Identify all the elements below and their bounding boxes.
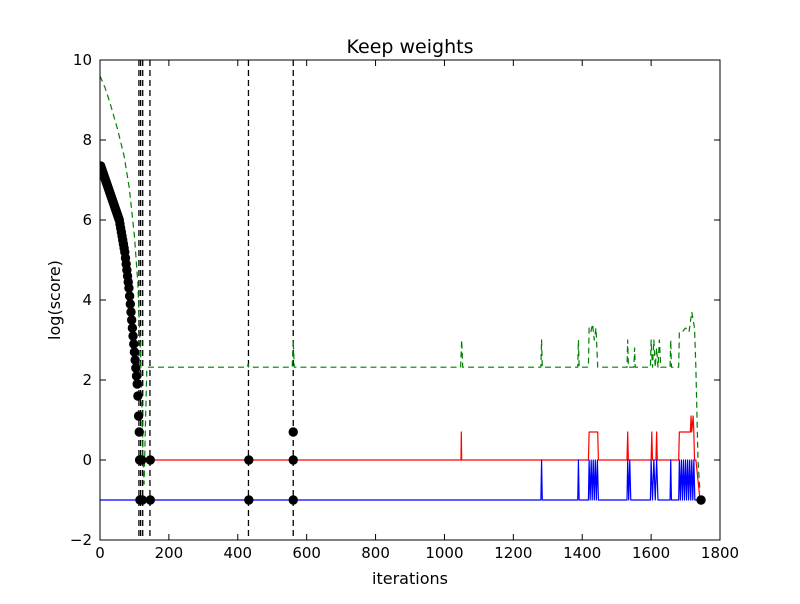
x-tick-label: 0 [95,544,105,562]
y-tick-label: 10 [73,51,92,69]
marker-point-60 [136,455,147,465]
marker-point-48 [128,331,138,341]
plot-area [100,60,706,540]
y-tick-label: 8 [82,131,92,149]
marker-point-54 [132,379,142,389]
marker-point-42 [124,283,134,293]
y-tick-label: 6 [82,211,92,229]
axes: 0 200 400 600 800 1000 1200 1400 1600 1800−202468… [70,51,739,562]
marker-point-44 [125,299,136,309]
marker-point-45 [126,307,136,317]
marker-point-69 [696,495,706,505]
marker-point-49 [129,339,139,349]
chart-title: Keep weights [347,36,474,58]
marker-point-63 [145,495,155,505]
y-axis-label: log(score) [45,260,64,340]
marker-point-62 [145,455,155,465]
marker-point-61 [137,495,148,505]
series-line-3 [100,459,701,501]
x-tick-label: 1000 [425,544,463,562]
y-tick-label: 2 [82,371,92,389]
marker-point-50 [129,347,140,357]
marker-point-68 [288,495,298,505]
x-tick-label: 800 [361,544,390,562]
x-tick-label: 600 [292,544,321,562]
marker-point-47 [127,323,138,333]
series-line-2 [143,415,701,501]
marker-point-55 [133,391,143,401]
marker-point-66 [288,427,298,437]
marker-point-65 [244,495,254,505]
marker-point-46 [126,315,137,325]
x-tick-label: 1400 [563,544,601,562]
marker-point-53 [131,371,142,381]
marker-point-52 [131,363,141,373]
marker-point-57 [134,427,144,437]
x-tick-label: 400 [223,544,252,562]
marker-point-64 [244,455,254,465]
x-tick-label: 1800 [701,544,739,562]
marker-point-56 [133,411,144,421]
y-tick-label: −2 [70,531,92,549]
marker-point-51 [130,355,140,365]
y-tick-label: 4 [82,291,92,309]
x-tick-label: 200 [155,544,184,562]
x-tick-label: 1200 [494,544,532,562]
y-tick-label: 0 [82,451,92,469]
x-axis-label: iterations [372,569,448,588]
series-markers [100,161,706,505]
x-tick-label: 1600 [632,544,670,562]
marker-point-67 [288,455,298,465]
marker-point-43 [124,291,135,301]
